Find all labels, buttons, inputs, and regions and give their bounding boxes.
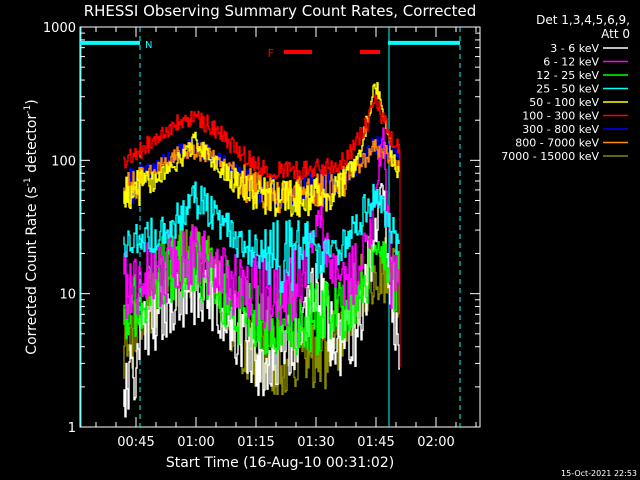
- legend-label: 50 - 100 keV: [529, 96, 599, 109]
- legend-label: 100 - 300 keV: [522, 110, 599, 123]
- y-tick-label: 100: [51, 154, 76, 169]
- y-tick-label: 1: [68, 421, 76, 436]
- series-line: [123, 94, 400, 180]
- legend-label: 6 - 12 keV: [543, 56, 599, 69]
- y-axis-label-end: ): [24, 99, 40, 104]
- legend-label: 25 - 50 keV: [536, 83, 599, 96]
- y-tick-label: 1000: [43, 21, 76, 36]
- plot-area: [79, 26, 481, 428]
- x-tick-label: 02:00: [417, 435, 454, 450]
- night-label: N: [145, 40, 152, 51]
- footer-timestamp: 15-Oct-2021 22:53: [561, 469, 637, 478]
- y-tick-label: 10: [59, 288, 76, 303]
- y-axis-label: Corrected Count Rate (s-1 detector-1): [23, 99, 40, 354]
- x-axis: 00:45 01:00 01:15 01:30 01:45 02:00: [95, 27, 477, 450]
- legend-label: 300 - 800 keV: [522, 123, 599, 136]
- y-axis: 1 10 100 1000: [43, 21, 480, 436]
- legend-label: 12 - 25 keV: [536, 69, 599, 82]
- legend-label: 7000 - 15000 keV: [501, 150, 599, 163]
- flare-label: F: [268, 47, 274, 60]
- x-axis-label: Start Time (16-Aug-10 00:31:02): [166, 455, 394, 471]
- annotation-layer: NF: [80, 27, 461, 427]
- legend-header-attenuator: Att 0: [601, 27, 630, 41]
- legend-header-detectors: Det 1,3,4,5,6,9,: [536, 13, 630, 27]
- y-axis-label-mid: detector: [24, 114, 40, 178]
- x-tick-label: 00:45: [117, 435, 154, 450]
- x-tick-label: 01:00: [177, 435, 214, 450]
- series-line: [123, 82, 400, 218]
- plot-frame: [79, 26, 481, 428]
- x-tick-label: 01:45: [357, 435, 394, 450]
- series-layer: [123, 82, 401, 418]
- legend-label: 3 - 6 keV: [550, 42, 599, 55]
- x-tick-label: 01:30: [297, 435, 334, 450]
- y-axis-label-main: Corrected Count Rate (s: [24, 186, 40, 354]
- legend-label: 800 - 7000 keV: [515, 137, 599, 150]
- chart-title: RHESSI Observing Summary Count Rates, Co…: [84, 2, 477, 20]
- y-axis-label-sup2: -1: [23, 105, 33, 114]
- y-axis-label-sup1: -1: [23, 177, 33, 186]
- series-line: [123, 181, 400, 293]
- x-tick-label: 01:15: [237, 435, 274, 450]
